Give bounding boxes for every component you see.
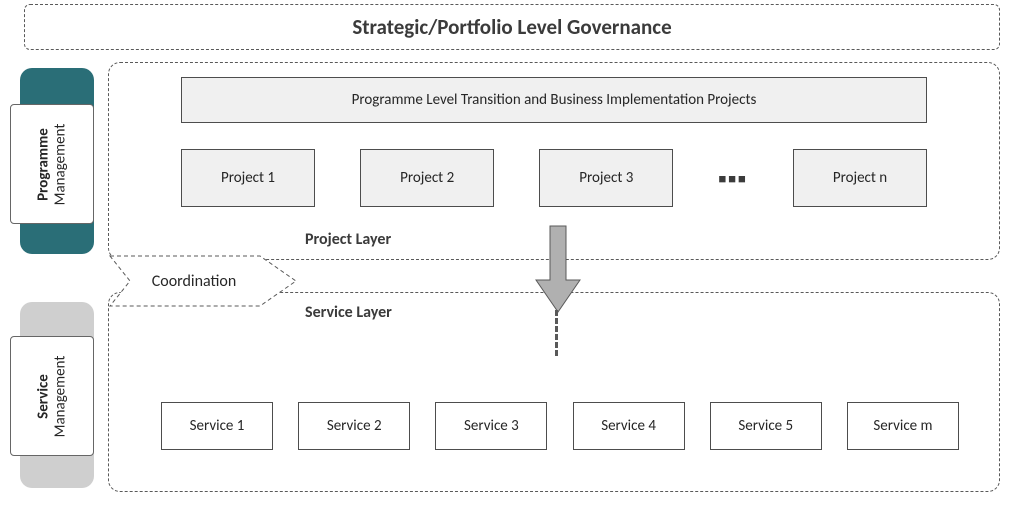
programme-side-label: Programme Management <box>10 104 94 224</box>
projects-ellipsis: ▪▪▪ <box>718 165 747 192</box>
project-box: Project 2 <box>360 149 494 207</box>
service-box: Service 2 <box>298 402 410 450</box>
service-box: Service 1 <box>161 402 273 450</box>
programme-side-line2: Management <box>52 123 69 205</box>
service-box: Service 3 <box>435 402 547 450</box>
service-box: Service m <box>847 402 959 450</box>
project-layer-caption: Project Layer <box>305 230 391 249</box>
programme-side-line1: Programme <box>36 128 53 201</box>
title-bar: Strategic/Portfolio Level Governance <box>24 4 1000 50</box>
project-box: Project n <box>793 149 927 207</box>
service-side-line1: Service <box>36 374 53 419</box>
service-side-label: Service Management <box>10 336 94 456</box>
page-title: Strategic/Portfolio Level Governance <box>352 14 671 40</box>
project-box: Project 3 <box>539 149 673 207</box>
projects-row: Project 1 Project 2 Project 3 ▪▪▪ Projec… <box>181 147 927 209</box>
coordination-arrow: Coordination <box>110 256 296 306</box>
coordination-label: Coordination <box>152 272 237 291</box>
project-box: Project 1 <box>181 149 315 207</box>
down-arrow-dash <box>555 310 558 356</box>
service-layer-caption: Service Layer <box>305 303 392 322</box>
service-box: Service 4 <box>573 402 685 450</box>
service-side-line2: Management <box>52 355 69 437</box>
service-layer: Service Layer Service 1 Service 2 Servic… <box>108 292 1000 492</box>
services-row: Service 1 Service 2 Service 3 Service 4 … <box>161 399 959 453</box>
programme-level-box: Programme Level Transition and Business … <box>181 77 927 123</box>
service-box: Service 5 <box>710 402 822 450</box>
down-arrow-icon <box>536 226 580 312</box>
